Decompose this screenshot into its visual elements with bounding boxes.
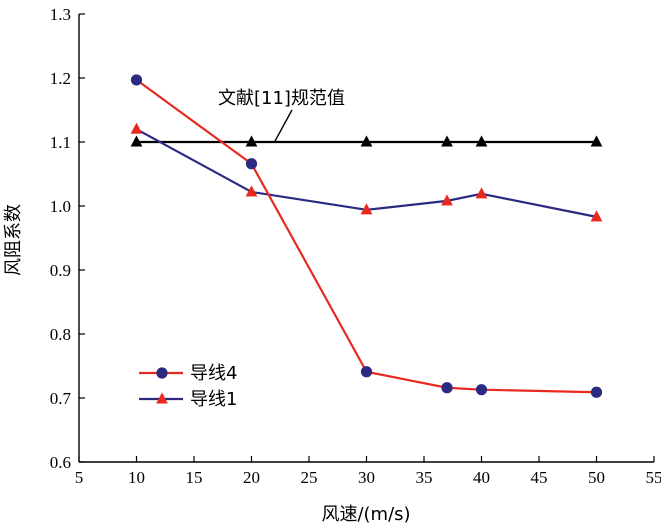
- y-tick-label: 0.6: [50, 453, 71, 472]
- data-point-triangle: [245, 135, 258, 147]
- legend-marker-circle: [156, 367, 168, 379]
- y-tick-label: 0.8: [50, 325, 71, 344]
- data-point-triangle: [590, 210, 603, 222]
- annotation: 文献[11]规范值: [218, 88, 345, 143]
- data-point-triangle: [360, 135, 373, 147]
- data-point-triangle: [475, 187, 488, 199]
- data-point-circle: [475, 384, 488, 396]
- legend-item-1: 导线4: [139, 363, 237, 384]
- y-tick-label: 0.7: [50, 389, 72, 408]
- x-axis: 5 10 15 20 25 30 35 40 45 50 55: [75, 456, 661, 487]
- data-point-circle: [360, 366, 373, 378]
- data-point-triangle: [590, 135, 603, 147]
- x-tick-label: 35: [416, 468, 433, 487]
- x-tick-label: 40: [473, 468, 490, 487]
- legend-label: 导线1: [190, 389, 237, 410]
- x-tick-label: 45: [531, 468, 548, 487]
- y-axis-title: 风阻系数: [3, 204, 24, 276]
- x-tick-label: 10: [128, 468, 145, 487]
- y-tick-label: 1.0: [50, 197, 71, 216]
- data-point-circle: [245, 158, 258, 170]
- annotation-pointer: [273, 109, 293, 143]
- y-axis: 0.6 0.7 0.8 0.9 1.0 1.1 1.2 1.3: [50, 5, 85, 472]
- legend-marker-triangle: [156, 392, 168, 404]
- y-tick-label: 1.1: [50, 133, 71, 152]
- x-axis-title: 风速/(m/s): [321, 504, 410, 525]
- x-tick-label: 30: [358, 468, 375, 487]
- data-point-triangle: [441, 135, 453, 147]
- legend-label: 导线4: [190, 363, 237, 384]
- series-line: [135, 128, 598, 218]
- data-point-triangle: [245, 185, 258, 197]
- annotation-label: 文献[11]规范值: [218, 88, 345, 109]
- series-1: [130, 74, 603, 398]
- data-point-triangle: [130, 135, 143, 147]
- series-3: [130, 135, 603, 147]
- x-tick-label: 25: [301, 468, 318, 487]
- x-tick-label: 15: [186, 468, 203, 487]
- series-layer: [130, 74, 603, 398]
- legend-item-2: 导线1: [139, 389, 237, 410]
- x-tick-label: 55: [646, 468, 661, 487]
- data-point-circle: [130, 74, 143, 86]
- y-tick-label: 1.3: [50, 5, 71, 24]
- x-tick-label: 50: [588, 468, 605, 487]
- data-point-triangle: [475, 135, 488, 147]
- series-line: [135, 78, 598, 394]
- plot-area: [78, 14, 654, 463]
- data-point-triangle: [441, 194, 453, 206]
- data-point-triangle: [130, 122, 143, 134]
- y-tick-label: 0.9: [50, 261, 71, 280]
- data-point-circle: [590, 386, 603, 398]
- data-point-triangle: [360, 203, 373, 215]
- y-tick-label: 1.2: [50, 69, 71, 88]
- x-tick-label: 5: [75, 468, 84, 487]
- data-point-circle: [441, 382, 453, 394]
- series-2: [130, 122, 603, 222]
- x-tick-label: 20: [243, 468, 260, 487]
